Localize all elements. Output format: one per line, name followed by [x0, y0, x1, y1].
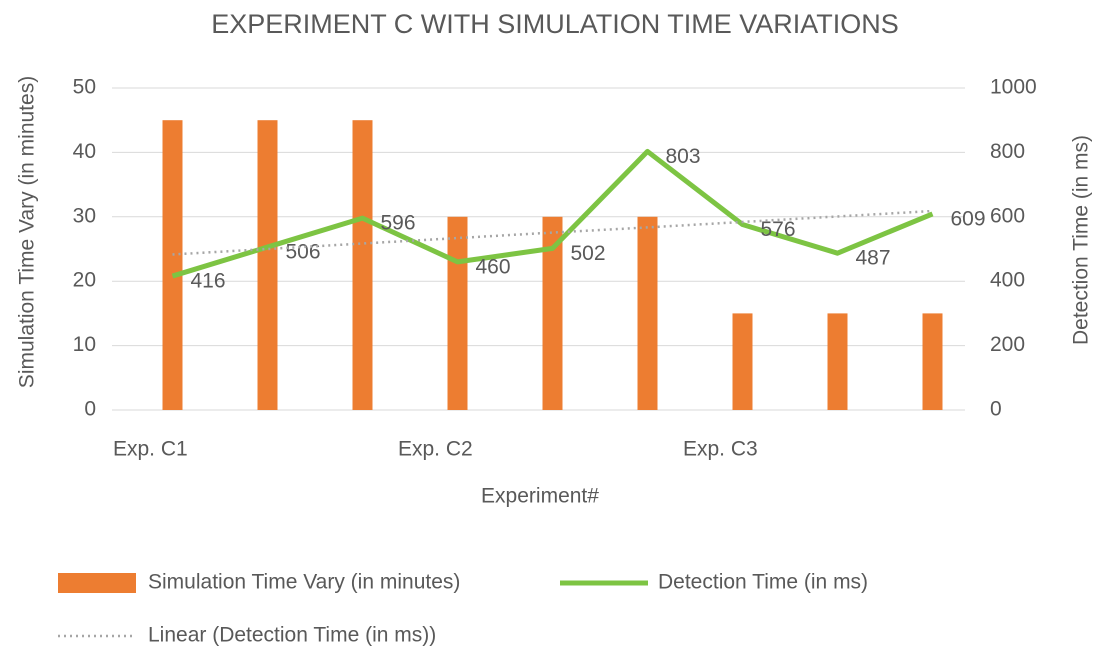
data-label: 576 [761, 218, 796, 241]
x-axis-title: Experiment# [481, 485, 599, 508]
line [171, 148, 934, 279]
y-tick-label: 20 [73, 269, 96, 292]
y2-tick-label: 200 [990, 333, 1025, 356]
bar [447, 216, 468, 410]
y2-tick-label: 1000 [990, 76, 1037, 99]
y-tick-label: 0 [84, 398, 96, 421]
legend-label: Linear (Detection Time (in ms)) [148, 624, 436, 647]
data-label: 502 [571, 242, 606, 265]
y2-tick-label: 400 [990, 269, 1025, 292]
legend-label: Simulation Time Vary (in minutes) [148, 571, 460, 594]
data-label: 416 [191, 270, 226, 293]
bar [542, 216, 563, 410]
y-tick-label: 10 [73, 333, 96, 356]
y2-tick-label: 600 [990, 204, 1025, 227]
y-tick-label: 40 [73, 140, 96, 163]
y2-axis-title: Detection Time (in ms) [1070, 135, 1093, 345]
data-label: 506 [286, 241, 321, 264]
bar [637, 216, 658, 410]
legend-label: Detection Time (in ms) [658, 571, 868, 594]
y-tick-label: 50 [73, 76, 96, 99]
y-tick-label: 30 [73, 204, 96, 227]
data-label: 803 [666, 145, 701, 168]
bar [352, 120, 373, 410]
data-label: 460 [476, 255, 511, 278]
x-tick-label: Exp. C3 [683, 438, 758, 461]
trend-line [172, 209, 933, 256]
data-label: 596 [381, 212, 416, 235]
data-label: 487 [856, 247, 891, 270]
bar [827, 313, 848, 410]
y2-tick-label: 0 [990, 398, 1002, 421]
data-label: 609 [951, 207, 986, 230]
x-tick-label: Exp. C2 [398, 438, 473, 461]
chart-title: EXPERIMENT C WITH SIMULATION TIME VARIAT… [211, 9, 899, 39]
bar [257, 120, 278, 410]
bar [732, 313, 753, 410]
bar [922, 313, 943, 410]
y-axis-title: Simulation Time Vary (in minutes) [16, 76, 39, 388]
x-tick-label: Exp. C1 [113, 438, 188, 461]
legend-swatch [58, 573, 136, 593]
bar [162, 120, 183, 410]
y2-tick-label: 800 [990, 140, 1025, 163]
